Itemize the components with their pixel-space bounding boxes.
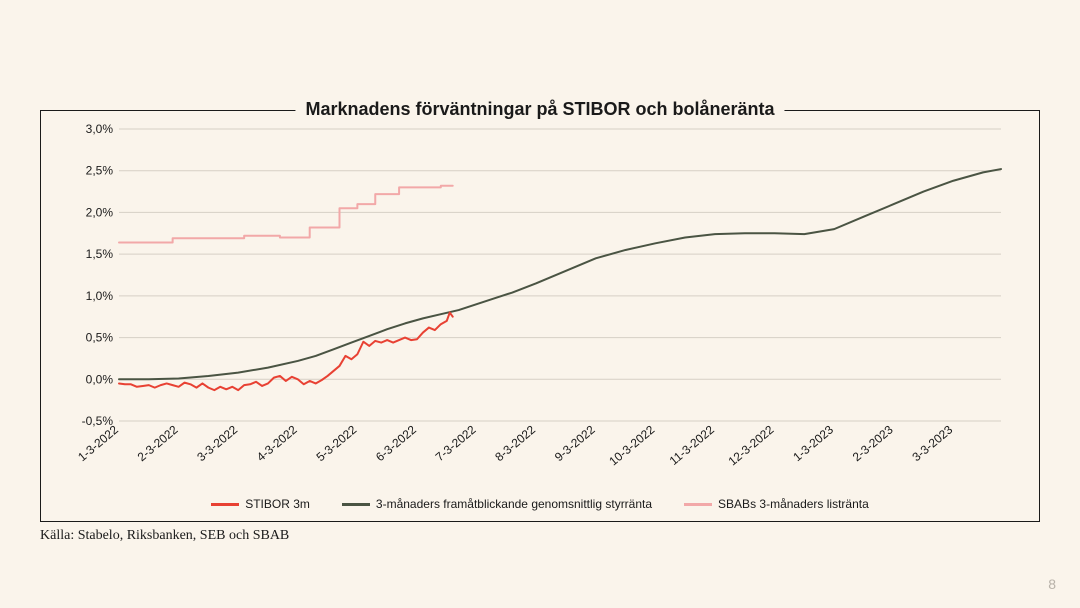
plot-area: -0,5%0,0%0,5%1,0%1,5%2,0%2,5%3,0%1-3-202… [71, 123, 1009, 465]
svg-text:2,0%: 2,0% [86, 205, 114, 219]
legend-label: SBABs 3-månaders listränta [718, 497, 869, 511]
svg-text:2-3-2022: 2-3-2022 [135, 422, 181, 464]
legend-label: 3-månaders framåtblickande genomsnittlig… [376, 497, 652, 511]
svg-text:6-3-2022: 6-3-2022 [373, 422, 419, 464]
svg-text:3,0%: 3,0% [86, 122, 114, 136]
svg-text:1-3-2022: 1-3-2022 [75, 422, 121, 464]
svg-text:0,5%: 0,5% [86, 331, 114, 345]
svg-text:3-3-2023: 3-3-2023 [909, 422, 955, 464]
svg-text:1,0%: 1,0% [86, 289, 114, 303]
series-forward [119, 169, 1001, 379]
legend-item-forward: 3-månaders framåtblickande genomsnittlig… [342, 497, 652, 511]
line-chart-svg: -0,5%0,0%0,5%1,0%1,5%2,0%2,5%3,0%1-3-202… [71, 123, 1009, 465]
legend-item-sbab: SBABs 3-månaders listränta [684, 497, 869, 511]
svg-text:8-3-2022: 8-3-2022 [492, 422, 538, 464]
svg-text:9-3-2022: 9-3-2022 [552, 422, 598, 464]
svg-text:4-3-2022: 4-3-2022 [254, 422, 300, 464]
page-number: 8 [1048, 576, 1056, 592]
legend-swatch [342, 503, 370, 506]
x-axis-ticks: 1-3-2022 2-3-2022 3-3-2022 4-3-2022 5-3-2022… [75, 422, 955, 468]
legend-label: STIBOR 3m [245, 497, 310, 511]
svg-text:5-3-2022: 5-3-2022 [314, 422, 360, 464]
svg-text:2,5%: 2,5% [86, 164, 114, 178]
gridlines [119, 129, 1001, 421]
legend-swatch [211, 503, 239, 506]
svg-text:7-3-2022: 7-3-2022 [433, 422, 479, 464]
svg-text:12-3-2022: 12-3-2022 [726, 422, 777, 468]
svg-text:11-3-2022: 11-3-2022 [667, 422, 717, 468]
series-sbab [119, 186, 453, 243]
chart-frame: Marknadens förväntningar på STIBOR och b… [40, 110, 1040, 522]
slide: Marknadens förväntningar på STIBOR och b… [0, 0, 1080, 608]
legend-item-stibor: STIBOR 3m [211, 497, 310, 511]
chart-legend: STIBOR 3m 3-månaders framåtblickande geno… [41, 497, 1039, 511]
chart-title: Marknadens förväntningar på STIBOR och b… [295, 99, 784, 120]
chart-source: Källa: Stabelo, Riksbanken, SEB och SBAB [40, 528, 289, 544]
svg-text:1-3-2023: 1-3-2023 [790, 422, 836, 464]
legend-swatch [684, 503, 712, 506]
svg-text:3-3-2022: 3-3-2022 [194, 422, 240, 464]
svg-text:10-3-2022: 10-3-2022 [606, 422, 657, 468]
y-axis-ticks: -0,5%0,0%0,5%1,0%1,5%2,0%2,5%3,0% [82, 122, 114, 428]
svg-text:1,5%: 1,5% [86, 247, 114, 261]
svg-text:0,0%: 0,0% [86, 372, 114, 386]
svg-text:2-3-2023: 2-3-2023 [850, 422, 896, 464]
